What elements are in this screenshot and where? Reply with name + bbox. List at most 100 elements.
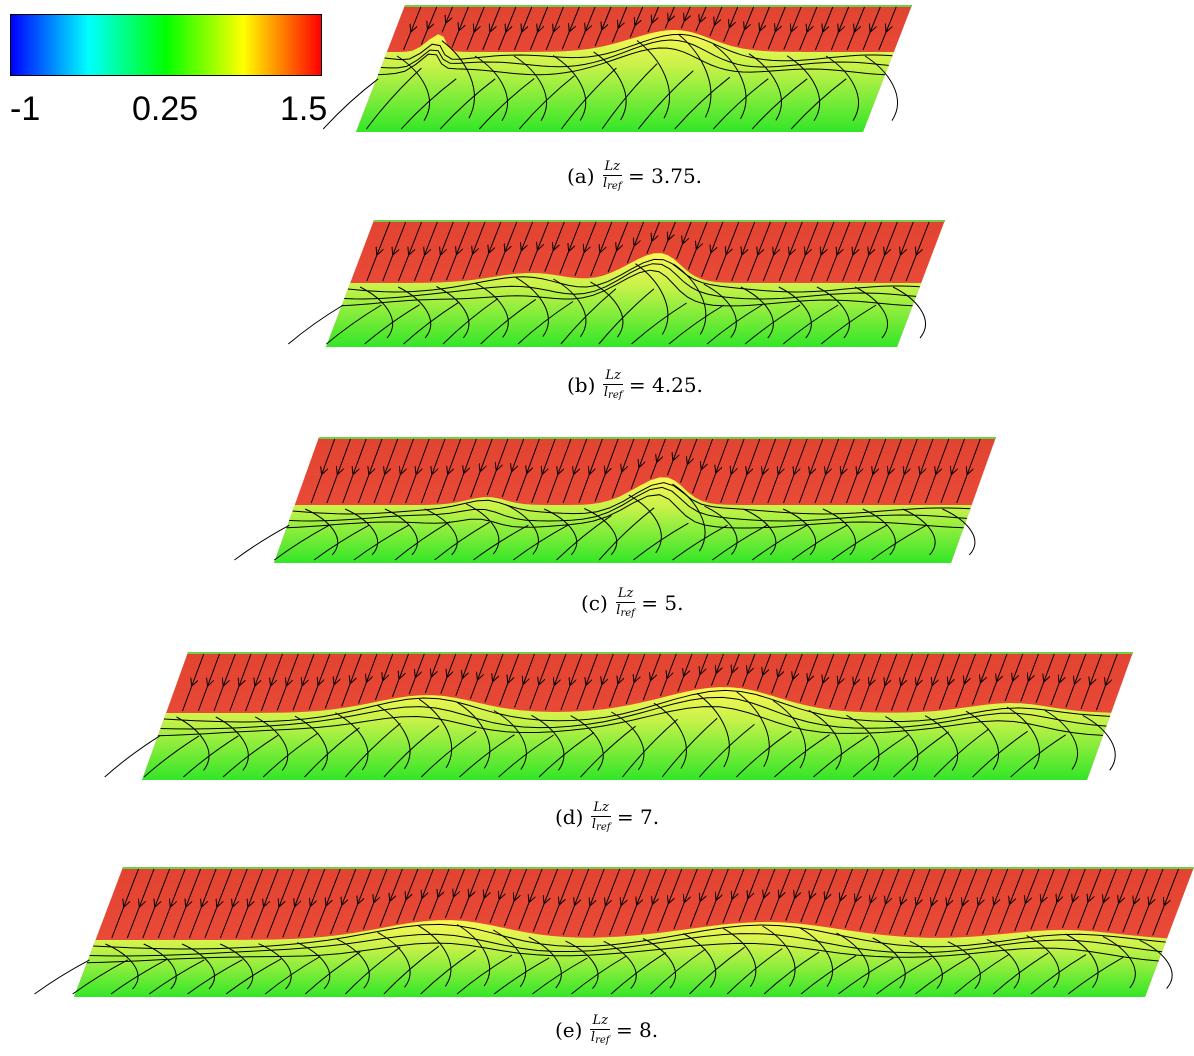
panel-b-streamline-down [626,221,645,264]
panel-e-streamline-down [235,868,264,939]
panel-e-streamline-diagonal [1030,954,1087,995]
panel-e-streamline-down [754,868,776,921]
panel-d-streamline-down [785,653,803,698]
panel-d-streamline-swirl [653,702,687,769]
panel-e-streamline-down [219,868,248,939]
panel-e-streamline-down [474,868,496,921]
caption-a-den-base: l [602,175,608,191]
panel-e-streamline-diagonal [34,959,90,995]
panel-a-streamline-down [814,6,834,51]
panel-e-streamline-swirl [492,929,527,988]
panel-a-streamline-diagonal [365,67,422,130]
panel-e-streamline-swirl [258,943,292,990]
panel-e-streamline-swirl [872,937,906,989]
panel-c-streamline-down [470,438,493,498]
panel-c-streamline-down [909,438,934,504]
panel-d-streamline-swirl [736,691,770,768]
caption-c-rhs: = 5. [641,591,684,616]
panel-d-streamline-down [844,653,866,710]
panel-a-streamline-down [529,6,549,51]
panel-d-streamline-down [440,653,457,694]
panel-b-streamline-down [905,221,930,282]
panel-e-streamline-swirl [456,924,490,987]
panel-d-streamline-diagonal [972,730,1028,778]
panel-e-streamline-swirl [799,927,833,987]
caption-c-denominator: lref [616,603,635,620]
panel-b-streamline-swirl [892,286,926,339]
panel-d-streamline-swirl [1006,706,1040,770]
caption-b-den-base: l [603,384,609,400]
panel-e-streamline-down [874,868,900,933]
panel-b-streamline-down [858,221,883,282]
panel-b-streamline-down [462,221,486,280]
panel-c-streamline-down [893,438,918,504]
panel-a-streamline-down [830,6,850,51]
panel-e-streamline-down [982,868,1009,935]
panel-e-streamline-down [998,868,1024,933]
panel-e-streamline-swirl [219,943,254,990]
panel-c-streamline-down [531,438,556,503]
panel-e-streamline-down [577,868,605,936]
panel-c-streamline-down [692,438,714,494]
panel-e-streamline-down [503,868,528,927]
panel-d-streamline-diagonal [459,734,515,778]
caption-c-tag: (c) [581,591,608,616]
panel-e-streamline-diagonal [110,959,167,995]
panel-d-streamlines [104,653,1118,778]
panel-d-streamline-down [906,653,929,711]
panel-e-streamline-diagonal [304,951,361,995]
panel-e-streamline-down [1077,868,1102,929]
panel-d-streamline-diagonal [345,723,401,778]
panel-a-streamline-diagonal [439,78,496,130]
panel-a-streamline-down [862,6,881,51]
panel-e-streamline-swirl [986,938,1020,989]
panel-c-streamline-down [735,438,761,504]
panel-c-streamline-swirl [822,508,856,556]
panel-e-streamline-down [1030,868,1055,930]
caption-b-tag: (b) [567,373,596,398]
caption-a-rhs: = 3.75. [628,164,703,189]
panel-c-streamline-swirl [782,508,817,556]
panel-a-streamline-down [752,6,770,49]
panel-a-streamline-diagonal [478,78,535,130]
panel-e-streamline-down [298,868,326,937]
panel-b-streamline-swirl [854,286,888,339]
panel-c-streamline-down [357,438,383,504]
panel-b-streamline-down [398,221,423,282]
panel-b-streamline-down [478,221,502,278]
panel-d-streamline-down [756,653,772,690]
panel-d-streamline-down [592,653,614,709]
caption-d-tag: (d) [555,805,584,830]
panel-e-streamline-down [934,868,962,937]
panel-a-streamline-down [482,6,501,51]
panel-b-streamline-diagonal [560,288,617,345]
panel-d-streamline-down [642,653,661,701]
panel-a-streamline-down [420,6,438,45]
panel-c-streamline-down [783,438,808,504]
panel-d-streamline-diagonal [383,725,440,778]
panel-a-streamline-down [723,6,739,42]
panel-e-streamline-down [188,868,217,939]
panel-c-streamline-down [650,438,666,479]
panel-a-lower-region [356,30,894,132]
panel-a-streamline-diagonal [560,67,617,130]
panel-c-streamline-down [420,438,446,504]
panel-d-streamline-down [229,653,252,712]
panel-e-streamline-down [142,868,171,939]
panel-e-streamline-down [173,868,202,939]
panel-e-streamline-swirl [762,925,796,987]
panel-c-streamline-down [924,438,950,504]
caption-c-numerator: Lz [615,586,636,603]
panel-d-streamline-down [625,653,646,705]
panel-c-streamline-diagonal [274,524,330,561]
panel-a-streamline-swirl [474,55,508,121]
panel-d-streamline-swirl [570,715,604,771]
panel-b-streamline-swirl [740,286,774,339]
panel-e-streamline-down [460,868,481,919]
panel-d-figure [104,652,1133,780]
panel-e-streamline-swirl [1065,933,1099,988]
panel-e-streamline-diagonal [187,959,243,995]
panel-c-streamline-swirl [902,508,936,556]
panel-e-streamline-swirl [565,940,599,989]
panel-e-streamline-down [126,868,155,939]
